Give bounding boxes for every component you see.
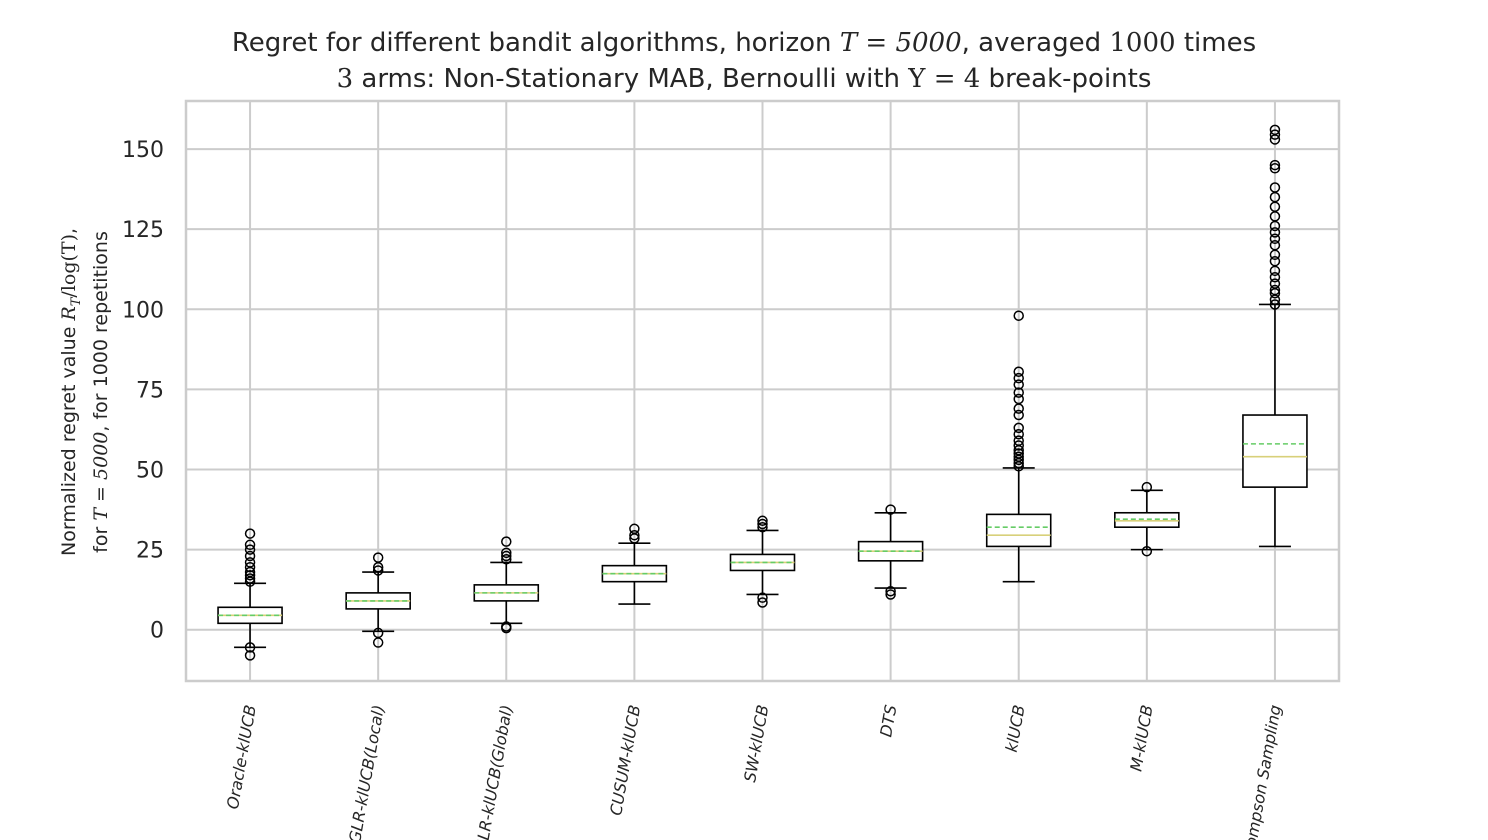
x-tick-label: GLR-klUCB(Global) [472,703,517,840]
outlier-point [1269,124,1281,136]
outlier-point [372,552,384,563]
outlier-point [757,597,768,608]
plot-frame [184,99,1341,683]
x-tick-label: GLR-klUCB(Local) [345,703,388,840]
outlier-point [1013,429,1024,440]
outlier-point [501,550,512,562]
outlier-point [757,521,768,533]
outlier-point [501,547,512,559]
outlier-point [1013,372,1024,384]
x-tick-label: Oracle-klUCB [223,703,260,810]
outlier-point [244,557,256,568]
outlier-point [1269,278,1281,289]
x-tick-label: klUCB [1002,703,1029,753]
outlier-point [1013,409,1024,421]
outlier-point [244,642,256,653]
outlier-point [1269,299,1281,310]
outlier-point [1013,448,1024,459]
outlier-point [244,650,256,661]
outlier-point [1141,481,1153,493]
outlier-point [885,504,896,515]
outlier-point [757,515,768,527]
outlier-point [1269,271,1281,283]
outlier-point [1013,440,1024,451]
outlier-point [501,536,512,547]
outlier-point [372,565,384,576]
outlier-point [757,518,768,530]
y-tick-label: 50 [136,459,164,484]
outlier-point [244,561,256,573]
outlier-point [1269,159,1281,171]
y-tick-label: 0 [150,619,164,644]
outlier-point [629,529,640,541]
y-tick-label: 100 [122,298,164,323]
x-tick-label: SW-klUCB [740,703,772,783]
outlier-point [885,586,896,597]
y-tick-label: 150 [122,138,164,163]
y-tick-label: 75 [136,378,164,403]
outlier-point [629,523,640,535]
outlier-point [885,589,896,600]
outlier-point [244,528,256,539]
outlier-point [1013,435,1024,446]
outlier-point [1013,310,1024,321]
outlier-point [1013,422,1024,434]
outlier-point [1269,239,1281,251]
x-tick-label: CUSUM-klUCB [606,703,644,817]
outlier-point [244,573,256,584]
outlier-point [1013,393,1024,405]
outlier-point [244,544,256,555]
x-tick-label: M-klUCB [1126,703,1156,772]
outlier-point [501,553,512,565]
y-tick-label: 25 [136,539,164,564]
outlier-point [757,592,768,603]
outlier-point [1269,233,1281,245]
outlier-point [244,570,256,581]
outlier-point [1269,182,1281,193]
outlier-point [244,550,256,562]
y-tick-label: 125 [122,218,164,243]
chart-title-line2: 3 arms: Non-Stationary MAB, Bernoulli wi… [336,64,1152,94]
outlier-point [244,539,256,551]
x-tick-label: DTS [876,703,900,738]
outlier-point [1013,451,1024,462]
outlier-point [1269,284,1281,296]
box-iqr [1114,511,1180,528]
outlier-point [1013,379,1024,390]
outlier-point [1269,163,1281,174]
outlier-point [501,621,512,632]
outlier-point [1013,387,1024,398]
box-iqr [985,513,1052,548]
outlier-point [372,637,384,648]
outlier-point [1269,227,1281,238]
box-iqr [1242,414,1308,488]
outlier-point [1269,129,1281,140]
chart-title-line1: Regret for different bandit algorithms, … [231,28,1257,58]
outlier-point [1013,366,1024,378]
outlier-point [1269,255,1281,267]
x-tick-label: Thompson Sampling [1238,703,1285,840]
outlier-point [1141,545,1153,557]
